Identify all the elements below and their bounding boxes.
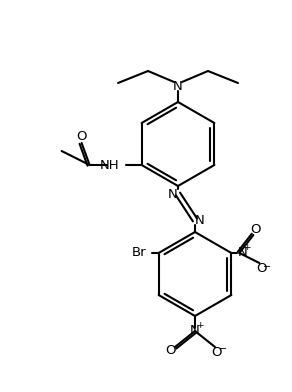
Text: −: − xyxy=(263,262,272,272)
Text: NH: NH xyxy=(100,158,120,172)
Text: N: N xyxy=(173,80,183,93)
Text: −: − xyxy=(219,344,227,354)
Text: N: N xyxy=(190,325,200,338)
Text: +: + xyxy=(196,321,204,330)
Text: N: N xyxy=(168,187,178,200)
Text: +: + xyxy=(243,243,250,252)
Text: Br: Br xyxy=(132,247,147,260)
Text: N: N xyxy=(195,214,205,227)
Text: O: O xyxy=(256,263,267,276)
Text: N: N xyxy=(237,245,247,258)
Text: O: O xyxy=(77,129,87,143)
Text: O: O xyxy=(212,347,222,359)
Text: O: O xyxy=(165,345,175,358)
Text: O: O xyxy=(250,223,261,236)
